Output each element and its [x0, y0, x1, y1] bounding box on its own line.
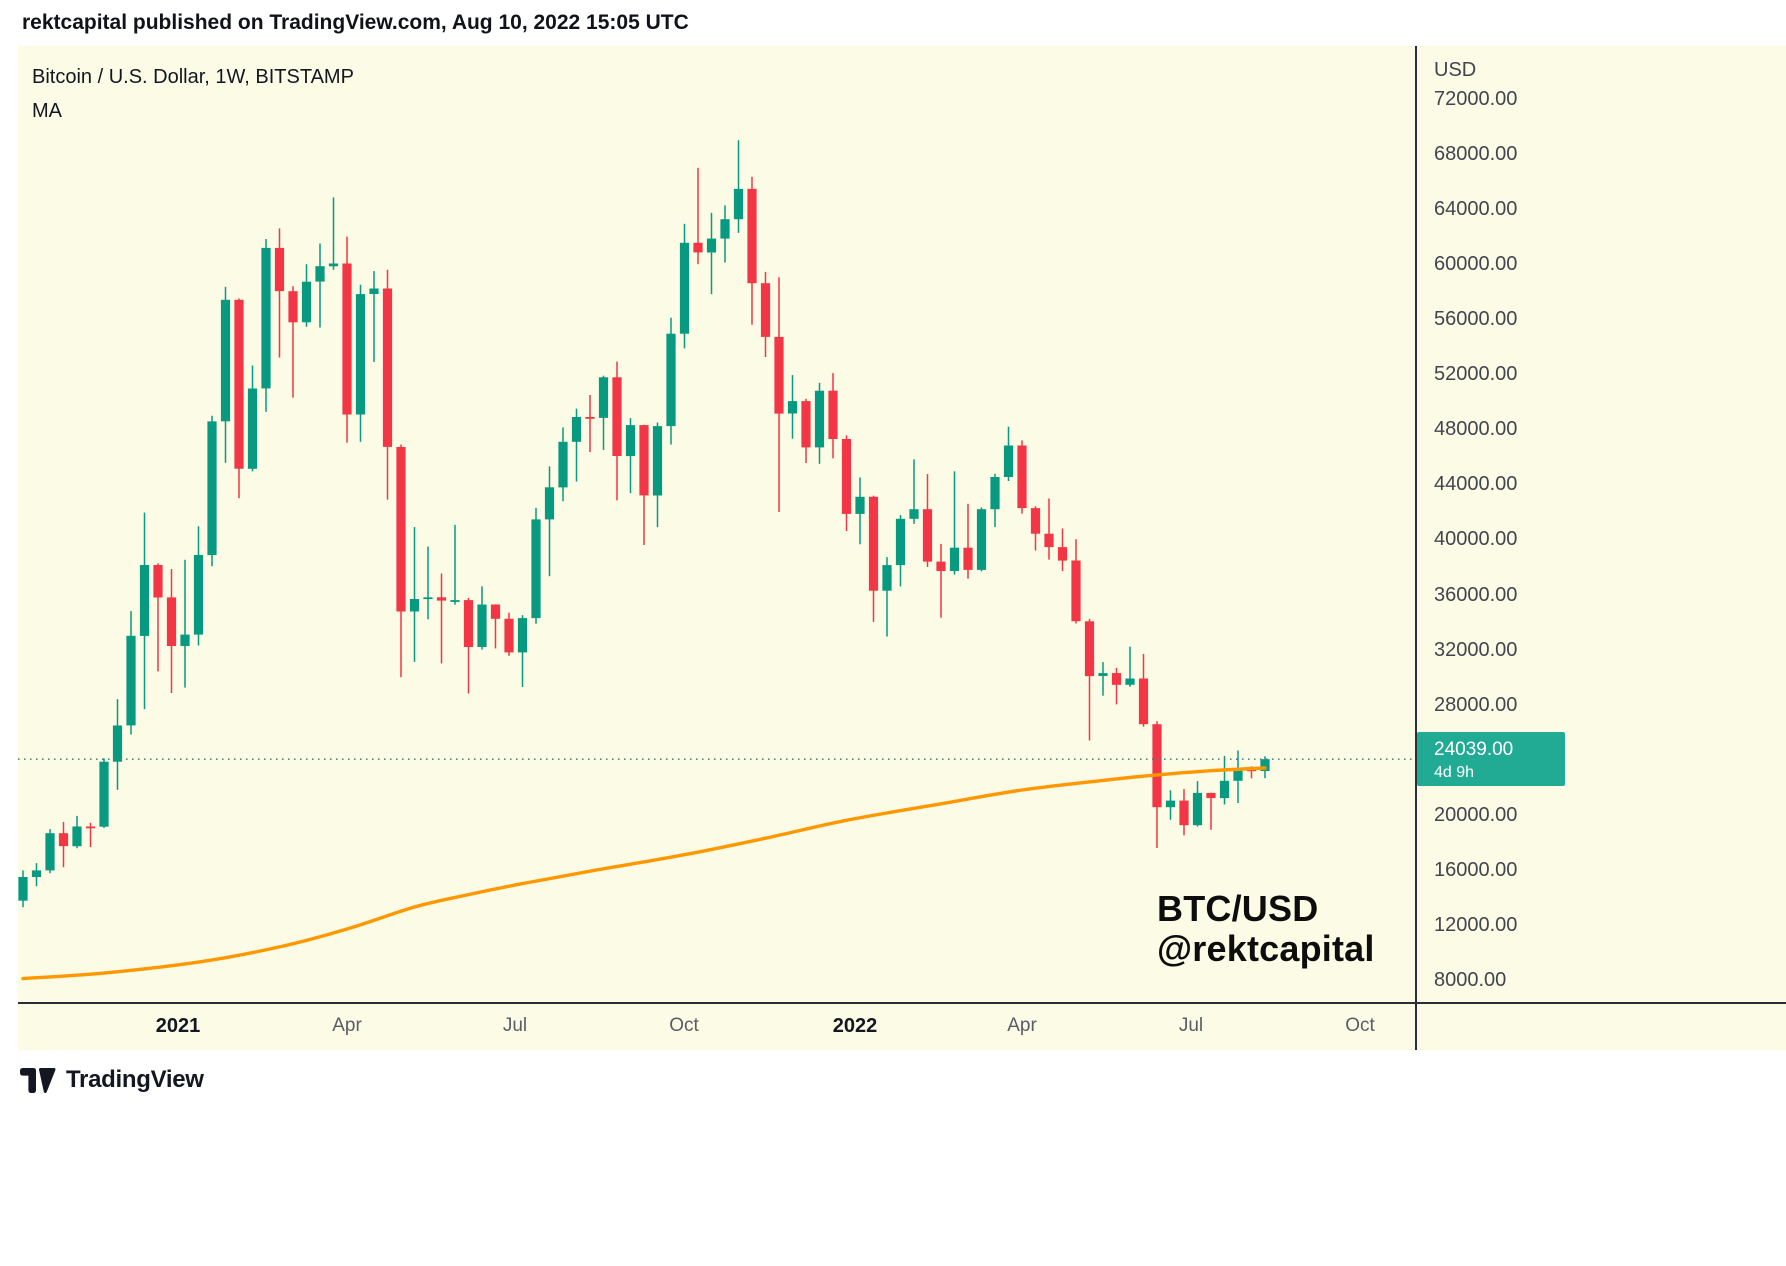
time-axis-label: Oct	[669, 1015, 699, 1036]
time-axis-label: Apr	[332, 1015, 362, 1036]
chart-area[interactable]: Bitcoin / U.S. Dollar, 1W, BITSTAMP MA B…	[18, 46, 1786, 1050]
price-axis-label: 8000.00	[1434, 968, 1507, 991]
bar-countdown: 4d 9h	[1434, 764, 1475, 782]
chart-legend: Bitcoin / U.S. Dollar, 1W, BITSTAMP MA	[32, 66, 354, 123]
time-axis-label: Jul	[1178, 1015, 1204, 1036]
time-axis[interactable]: 2021 Apr Jul Oct 2022 Apr Jul Oct	[18, 1004, 1786, 1050]
price-axis-label: 60000.00	[1434, 253, 1518, 276]
price-axis[interactable]: USD 72000.00 68000.00 64000.00 60000.00 5600…	[1417, 46, 1786, 1002]
tradingview-logo-text: TradingView	[66, 1066, 204, 1093]
price-axis-label: 36000.00	[1434, 583, 1518, 606]
time-axis-label: Apr	[1007, 1015, 1037, 1036]
time-axis-label: 2021	[155, 1015, 201, 1037]
time-axis-label: Oct	[1345, 1015, 1375, 1036]
ma-indicator-label[interactable]: MA	[32, 100, 62, 122]
time-axis-border	[18, 1002, 1786, 1004]
publish-header: rektcapital published on TradingView.com…	[0, 0, 1786, 46]
price-axis-label: 68000.00	[1434, 143, 1518, 166]
price-axis-label: 72000.00	[1434, 87, 1518, 110]
time-axis-label: Jul	[502, 1015, 528, 1036]
symbol-title[interactable]: Bitcoin / U.S. Dollar, 1W, BITSTAMP	[32, 66, 354, 88]
axis-currency-label: USD	[1434, 59, 1477, 81]
watermark-handle: @rektcapital	[1157, 928, 1375, 969]
watermark-symbol: BTC/USD	[1157, 888, 1319, 929]
price-axis-label: 64000.00	[1434, 198, 1518, 221]
ma-line	[21, 766, 1267, 981]
footer: TradingView	[0, 1050, 1786, 1266]
price-axis-label: 16000.00	[1434, 858, 1518, 881]
price-axis-label: 48000.00	[1434, 418, 1518, 441]
price-axis-label: 32000.00	[1434, 638, 1518, 661]
price-axis-border	[1415, 46, 1417, 1050]
time-axis-label: 2022	[832, 1015, 878, 1037]
price-axis-label: 20000.00	[1434, 803, 1518, 826]
price-axis-label: 56000.00	[1434, 308, 1518, 331]
candles-series	[18, 140, 1270, 908]
price-axis-label: 44000.00	[1434, 473, 1518, 496]
publish-text: rektcapital published on TradingView.com…	[22, 11, 689, 34]
price-axis-label: 40000.00	[1434, 528, 1518, 551]
price-axis-label: 52000.00	[1434, 363, 1518, 386]
watermark: BTC/USD @rektcapital	[1157, 889, 1375, 969]
tradingview-logo-icon	[20, 1067, 56, 1093]
price-chart-canvas[interactable]	[18, 46, 1415, 1002]
price-axis-label: 12000.00	[1434, 913, 1518, 936]
last-price-value: 24039.00	[1434, 739, 1514, 761]
tradingview-logo[interactable]: TradingView	[20, 1066, 204, 1094]
price-axis-label: 28000.00	[1434, 693, 1518, 716]
last-price-badge: 24039.00 4d 9h	[1417, 732, 1565, 787]
